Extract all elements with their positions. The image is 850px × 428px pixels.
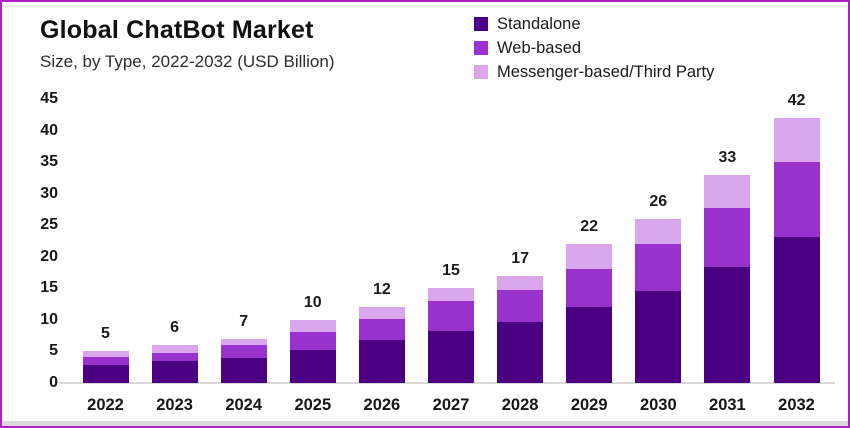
bar-segment — [289, 350, 336, 383]
x-tick-label: 2024 — [225, 396, 263, 414]
x-tick-label: 2032 — [778, 396, 815, 414]
y-tick-label: 45 — [40, 90, 58, 107]
y-tick-label: 25 — [40, 216, 58, 234]
bar-segment — [151, 352, 198, 361]
bar-value-label: 26 — [649, 192, 668, 210]
bar-segment — [566, 307, 613, 383]
bar-segment — [704, 174, 751, 209]
x-tick-label: 2029 — [570, 396, 608, 414]
x-tick-label: 2030 — [639, 396, 677, 414]
bar-segment — [497, 290, 544, 322]
legend-swatch-icon — [474, 17, 488, 31]
bar-segment — [220, 357, 267, 383]
bar-segment — [773, 117, 820, 163]
bar-segment — [151, 345, 198, 353]
bar-segment — [704, 208, 751, 267]
y-tick-label: 15 — [40, 279, 58, 297]
bar-segment — [497, 321, 544, 383]
bar-value-label: 10 — [303, 293, 322, 311]
bar-value-label: 7 — [239, 312, 249, 330]
bottom-edge-strip — [2, 421, 848, 426]
bar-value-label: 42 — [787, 91, 806, 109]
bar-segment — [635, 291, 682, 383]
x-tick-label: 2022 — [87, 396, 124, 414]
bar-value-label: 15 — [442, 262, 460, 280]
bar-segment — [82, 365, 129, 383]
y-tick-label: 10 — [40, 310, 58, 328]
x-tick-label: 2025 — [294, 396, 332, 414]
legend: Standalone Web-based Messenger-based/Third… — [474, 12, 714, 84]
chart-title: Global ChatBot Market — [40, 16, 314, 44]
bar-value-label: 33 — [718, 148, 737, 166]
y-tick-label: 30 — [40, 184, 58, 202]
bar-segment — [82, 351, 129, 358]
legend-label: Messenger-based/Third Party — [497, 62, 715, 81]
y-tick-label: 0 — [49, 374, 58, 391]
bar-segment — [358, 318, 405, 341]
bar-segment — [358, 340, 405, 383]
bar-segment — [704, 266, 751, 383]
legend-swatch-icon — [474, 65, 488, 79]
bar-segment — [428, 288, 474, 301]
bar-segment — [635, 218, 682, 245]
x-tick-label: 2023 — [156, 396, 193, 414]
legend-swatch-icon — [474, 41, 488, 55]
x-tick-label: 2028 — [501, 396, 539, 414]
x-tick-label: 2027 — [432, 396, 470, 414]
bar-segment — [289, 319, 336, 332]
bar-segment — [428, 300, 474, 332]
bar-segment — [635, 244, 682, 292]
bar-segment — [289, 331, 336, 351]
x-axis-line — [59, 382, 835, 384]
bar-segment — [497, 275, 544, 291]
legend-item: Web-based — [474, 36, 714, 60]
bar-value-label: 22 — [580, 218, 599, 236]
bar-value-label: 6 — [170, 319, 180, 337]
chart-subtitle: Size, by Type, 2022-2032 (USD Billion) — [40, 52, 335, 71]
bar-segment — [428, 331, 474, 383]
bar-value-label: 12 — [372, 281, 391, 299]
y-tick-label: 20 — [40, 247, 58, 265]
bar-value-label: 17 — [511, 249, 529, 267]
legend-label: Web-based — [497, 38, 582, 57]
bar-segment — [220, 345, 267, 358]
bar-segment — [151, 360, 198, 383]
bar-segment — [566, 244, 613, 270]
bar-segment — [220, 338, 267, 346]
bar-segment — [82, 357, 129, 366]
y-tick-label: 35 — [40, 153, 58, 171]
y-tick-label: 5 — [49, 342, 58, 360]
x-tick-label: 2031 — [709, 396, 746, 414]
y-tick-label: 40 — [40, 121, 58, 139]
legend-item: Messenger-based/Third Party — [474, 60, 714, 84]
bar-segment — [773, 162, 820, 237]
bar-segment — [358, 307, 405, 319]
legend-label: Standalone — [497, 14, 581, 33]
x-tick-label: 2026 — [363, 396, 401, 414]
bar-value-label: 5 — [101, 325, 110, 343]
bar-segment — [773, 236, 820, 383]
bar-segment — [566, 269, 613, 308]
legend-item: Standalone — [474, 12, 714, 36]
